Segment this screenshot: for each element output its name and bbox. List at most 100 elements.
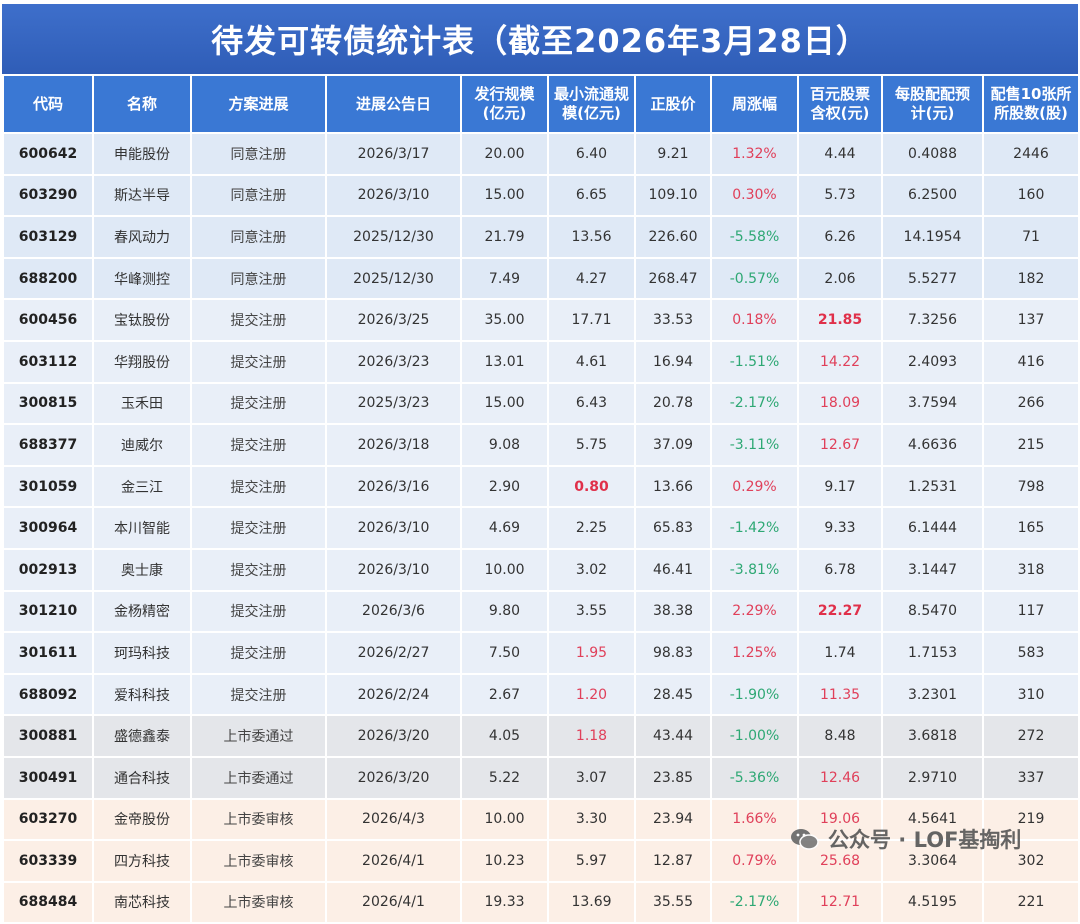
cell-per-share: 4.5195 [883, 882, 982, 924]
table-row[interactable]: 301611 珂玛科技 提交注册 2026/2/27 7.50 1.95 98.83 1.25… [4, 633, 1078, 675]
cell-scale: 9.08 [462, 425, 547, 467]
cell-shares-value: 215 [1017, 436, 1045, 453]
cell-code-value: 603290 [18, 187, 78, 204]
table-row[interactable]: 603339 四方科技 上市委审核 2026/4/1 10.23 5.97 12.87 0.7… [4, 841, 1078, 883]
cell-date: 2026/3/10 [327, 549, 460, 592]
cell-float: 5.97 [549, 841, 634, 883]
table-row[interactable]: 688484 南芯科技 上市委审核 2026/4/1 19.33 13.69 35.55 -2… [4, 882, 1078, 924]
cell-rights-value: 2.06 [824, 270, 856, 287]
cell-price-value: 35.55 [652, 894, 694, 911]
cell-date-value: 2025/3/23 [357, 395, 430, 412]
table-row[interactable]: 603270 金帝股份 上市委审核 2026/4/3 10.00 3.30 23.94 1.6… [4, 799, 1078, 842]
cell-date: 2026/4/3 [327, 799, 460, 842]
cell-per-share-value: 1.2531 [908, 478, 957, 495]
table-row[interactable]: 688092 爱科科技 提交注册 2026/2/24 2.67 1.20 28.45 -1.9… [4, 674, 1078, 717]
cell-per-share-value: 2.4093 [908, 353, 957, 370]
watermark: 公众号 · LOF基掏利 [790, 824, 1021, 854]
cell-per-share-value: 5.5277 [908, 270, 957, 287]
cell-change: 0.29% [712, 466, 797, 509]
cell-date: 2026/3/6 [327, 591, 460, 634]
cell-status-value: 提交注册 [230, 396, 287, 413]
cell-shares-value: 71 [1022, 228, 1040, 245]
cell-price: 33.53 [636, 300, 710, 342]
cell-float: 4.61 [549, 341, 634, 384]
cell-status: 提交注册 [192, 633, 325, 675]
cell-scale-value: 9.80 [488, 603, 521, 620]
cell-status-value: 上市委通过 [223, 770, 294, 787]
cell-code: 002913 [4, 549, 92, 592]
cell-price: 13.66 [636, 466, 710, 509]
cell-float-value: 4.27 [575, 270, 608, 287]
cell-price-value: 268.47 [648, 270, 698, 287]
cell-shares-value: 266 [1017, 395, 1045, 412]
cell-per-share: 3.2301 [883, 674, 982, 717]
cell-status: 提交注册 [192, 300, 325, 342]
cell-price-value: 23.94 [652, 811, 694, 828]
cell-float: 3.30 [549, 799, 634, 842]
cell-scale: 4.05 [462, 716, 547, 758]
cell-rights: 12.71 [799, 882, 881, 924]
cell-name-value: 华峰测控 [114, 271, 170, 288]
cell-scale-value: 10.23 [484, 852, 525, 869]
cell-name-value: 金帝股份 [114, 812, 170, 829]
cell-change: -0.57% [712, 258, 797, 301]
table-row[interactable]: 688200 华峰测控 同意注册 2025/12/30 7.49 4.27 268.47 -0… [4, 258, 1078, 301]
cell-shares-value: 137 [1017, 312, 1045, 329]
table-row[interactable]: 300815 玉禾田 提交注册 2025/3/23 15.00 6.43 20.78 -2.1… [4, 383, 1078, 426]
table-row[interactable]: 300491 通合科技 上市委通过 2026/3/20 5.22 3.07 23.85 -5.… [4, 757, 1078, 800]
cell-price-value: 65.83 [652, 520, 694, 537]
cell-per-share-value: 1.7153 [908, 644, 957, 661]
cell-rights-value: 11.35 [819, 686, 861, 703]
cell-date-value: 2026/3/6 [362, 603, 425, 620]
cell-name: 迪威尔 [94, 425, 190, 467]
cell-float: 4.27 [549, 258, 634, 301]
table-row[interactable]: 300964 本川智能 提交注册 2026/3/10 4.69 2.25 65.83 -1.4… [4, 508, 1078, 550]
cell-change-value: -0.57% [729, 270, 780, 287]
cell-price: 46.41 [636, 549, 710, 592]
cell-scale: 10.23 [462, 841, 547, 883]
table-row[interactable]: 603129 春风动力 同意注册 2025/12/30 21.79 13.56 226.60… [4, 217, 1078, 259]
cell-price-value: 109.10 [648, 187, 698, 204]
cell-per-share: 14.1954 [883, 217, 982, 259]
table-row[interactable]: 300881 盛德鑫泰 上市委通过 2026/3/20 4.05 1.18 43.44 -1.… [4, 716, 1078, 758]
cell-rights-value: 8.48 [824, 728, 856, 745]
cell-status-value: 提交注册 [230, 562, 287, 579]
table-row[interactable]: 600456 宝钛股份 提交注册 2026/3/25 35.00 17.71 33.53 0.… [4, 300, 1078, 342]
cell-per-share: 6.1444 [883, 508, 982, 550]
cell-per-share: 5.5277 [883, 258, 982, 301]
cell-rights: 9.33 [799, 508, 881, 550]
cell-float-value: 3.02 [575, 561, 608, 578]
table-row[interactable]: 603112 华翔股份 提交注册 2026/3/23 13.01 4.61 16.94 -1.… [4, 341, 1078, 384]
table-row[interactable]: 688377 迪威尔 提交注册 2026/3/18 9.08 5.75 37.09 -3.11… [4, 425, 1078, 467]
cell-name: 金三江 [94, 466, 190, 509]
cell-per-share-value: 2.9710 [908, 769, 957, 786]
cell-date-value: 2025/12/30 [353, 270, 434, 287]
table-row[interactable]: 600642 申能股份 同意注册 2026/3/17 20.00 6.40 9.21 1.32… [4, 134, 1078, 176]
cell-scale-value: 15.00 [484, 187, 525, 204]
cell-rights-value: 14.22 [819, 353, 861, 370]
cell-code: 688377 [4, 425, 92, 467]
cell-name: 华翔股份 [94, 341, 190, 384]
cell-shares-value: 219 [1017, 811, 1045, 828]
table-title: 待发可转债统计表（截至2026年3月28日） [2, 4, 1078, 74]
cell-per-share-value: 7.3256 [908, 312, 957, 329]
cell-per-share-value: 3.1447 [908, 561, 957, 578]
table-row[interactable]: 301059 金三江 提交注册 2026/3/16 2.90 0.80 13.66 0.29%… [4, 466, 1078, 509]
cell-per-share: 8.5470 [883, 591, 982, 634]
cell-code-value: 688484 [18, 894, 78, 911]
cell-change-value: -2.17% [729, 894, 780, 911]
cell-price: 38.38 [636, 591, 710, 634]
cell-float-value: 2.25 [575, 520, 608, 537]
table-row[interactable]: 002913 奥士康 提交注册 2026/3/10 10.00 3.02 46.41 -3.8… [4, 549, 1078, 592]
cell-code-value: 603339 [18, 852, 78, 869]
cell-per-share: 3.3064 [883, 841, 982, 883]
cell-price: 16.94 [636, 341, 710, 384]
cell-name: 春风动力 [94, 217, 190, 259]
cell-per-share: 4.5641 [883, 799, 982, 842]
cell-rights: 12.46 [799, 757, 881, 800]
cell-date: 2026/2/27 [327, 633, 460, 675]
table-row[interactable]: 603290 斯达半导 同意注册 2026/3/10 15.00 6.65 109.10 0.… [4, 175, 1078, 218]
cell-shares: 215 [984, 425, 1078, 467]
cell-shares: 337 [984, 757, 1078, 800]
table-row[interactable]: 301210 金杨精密 提交注册 2026/3/6 9.80 3.55 38.38 2.29%… [4, 591, 1078, 634]
